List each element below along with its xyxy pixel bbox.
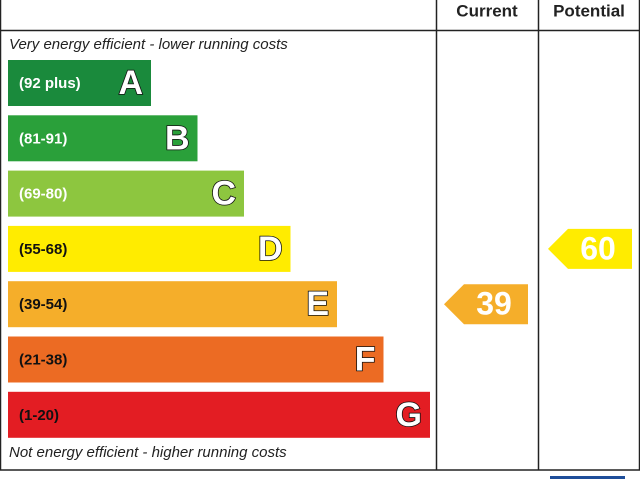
band-range: (21-38) [19, 351, 67, 368]
band-bar [8, 336, 384, 383]
band-range: (1-20) [19, 407, 59, 424]
top-note: Very energy efficient - lower running co… [9, 36, 288, 53]
band-letter: E [306, 285, 329, 323]
band-letter: B [165, 119, 190, 157]
current-header: Current [456, 1, 518, 20]
rating-value: 60 [580, 230, 616, 266]
band-bar [8, 115, 198, 162]
rating-arrow [548, 228, 632, 269]
band-range: (81-91) [19, 130, 67, 147]
band-letter: D [258, 230, 283, 268]
band-bar [8, 391, 430, 438]
bands: (92 plus) A (81-91) B (69-80) C (55-68) D (39-54… [8, 60, 430, 438]
band-bar [8, 225, 291, 272]
band-range: (39-54) [19, 296, 67, 313]
rating-arrow [444, 284, 528, 325]
footer-tab [550, 476, 625, 479]
band-range: (55-68) [19, 241, 67, 258]
rating-value: 39 [476, 286, 512, 322]
band-bar [8, 60, 151, 106]
band-bar [8, 170, 244, 217]
band-range: (92 plus) [19, 75, 81, 92]
band-bar [8, 281, 337, 328]
band-letter: C [211, 175, 236, 213]
potential-header: Potential [553, 1, 625, 20]
band-letter: A [118, 64, 143, 102]
band-letter: F [355, 340, 376, 378]
arrows: 39 60 [444, 228, 632, 325]
band-range: (69-80) [19, 186, 67, 203]
band-letter: G [396, 396, 422, 434]
bottom-note: Not energy efficient - higher running co… [9, 444, 287, 461]
